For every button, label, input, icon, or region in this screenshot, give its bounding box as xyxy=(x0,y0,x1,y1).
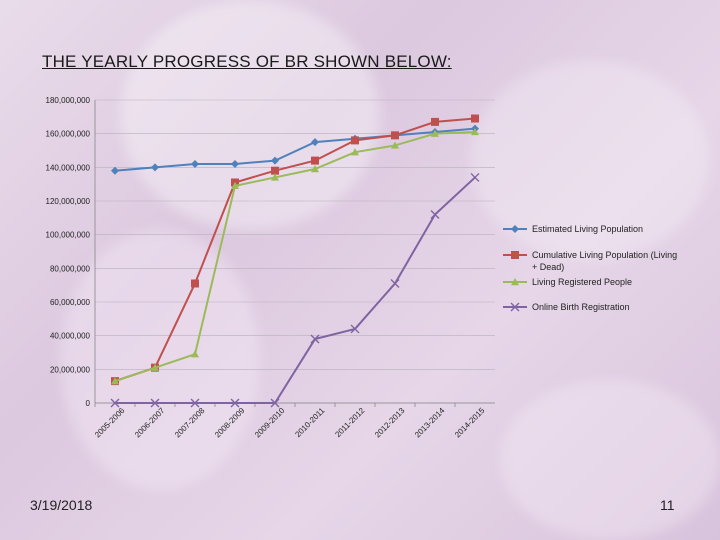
y-tick-label: 180,000,000 xyxy=(46,96,91,105)
x-tick-label: 2009-2010 xyxy=(253,406,287,440)
data-point-x xyxy=(110,398,120,408)
data-point-triangle xyxy=(311,165,319,173)
data-point-square xyxy=(471,114,479,123)
data-point-x xyxy=(510,302,520,312)
y-tick-label: 60,000,000 xyxy=(50,298,91,307)
data-point-diamond xyxy=(151,163,159,172)
slide-title: THE YEARLY PROGRESS OF BR SHOWN BELOW: xyxy=(42,52,452,71)
data-point-x xyxy=(230,398,240,408)
series-line-estimated xyxy=(114,127,476,172)
background-decoration xyxy=(500,380,720,540)
x-tick-label: 2008-2009 xyxy=(213,406,247,440)
data-point-x xyxy=(270,398,280,408)
legend-label: Estimated Living Population xyxy=(532,224,643,234)
data-point-diamond xyxy=(271,156,279,165)
data-point-diamond xyxy=(511,225,519,233)
background-decoration xyxy=(120,0,380,230)
background-decoration xyxy=(470,60,710,260)
y-tick-label: 0 xyxy=(86,399,91,408)
series-line-cumulative xyxy=(114,117,476,383)
page-number: 11 xyxy=(660,497,675,513)
data-point-diamond xyxy=(231,159,239,168)
data-point-x xyxy=(310,334,320,344)
legend-label: Cumulative Living Population (Living xyxy=(532,250,677,260)
x-tick-label: 2012-2013 xyxy=(373,406,407,440)
data-point-square xyxy=(311,156,319,165)
background-decoration xyxy=(60,230,260,490)
data-point-x xyxy=(390,278,400,288)
data-point-triangle xyxy=(191,350,199,358)
x-tick-label: 2011-2012 xyxy=(333,406,366,439)
data-point-square xyxy=(511,251,519,259)
y-tick-label: 40,000,000 xyxy=(50,332,91,341)
y-tick-label: 160,000,000 xyxy=(46,130,91,139)
data-point-square xyxy=(271,166,279,175)
x-tick-label: 2007-2008 xyxy=(173,406,207,440)
data-point-triangle xyxy=(391,141,399,149)
data-point-square xyxy=(351,136,359,145)
data-point-triangle xyxy=(271,173,279,181)
data-point-triangle xyxy=(431,129,439,137)
y-tick-label: 140,000,000 xyxy=(46,163,91,172)
data-point-square xyxy=(191,279,199,288)
x-tick-label: 2005-2006 xyxy=(93,406,127,440)
data-point-diamond xyxy=(311,138,319,147)
data-point-square xyxy=(391,131,399,140)
data-point-triangle xyxy=(511,278,519,286)
y-tick-label: 120,000,000 xyxy=(46,197,91,206)
legend-label: Living Registered People xyxy=(532,277,632,287)
data-point-diamond xyxy=(111,166,119,175)
data-point-x xyxy=(350,324,360,334)
legend-label: Online Birth Registration xyxy=(532,302,630,312)
y-tick-label: 20,000,000 xyxy=(50,365,91,374)
data-point-triangle xyxy=(151,363,159,371)
data-point-triangle xyxy=(351,148,359,156)
data-point-triangle xyxy=(111,377,119,385)
x-tick-label: 2014-2015 xyxy=(453,406,487,440)
data-point-diamond xyxy=(191,159,199,168)
slide-date: 3/19/2018 xyxy=(30,497,93,513)
x-tick-label: 2013-2014 xyxy=(413,406,447,440)
data-point-triangle xyxy=(471,127,479,136)
data-point-x xyxy=(190,398,200,408)
data-point-triangle xyxy=(231,181,239,190)
data-point-x xyxy=(150,398,160,408)
x-tick-label: 2010-2011 xyxy=(293,406,326,439)
data-point-x xyxy=(430,209,440,219)
x-tick-label: 2006-2007 xyxy=(133,406,167,440)
y-tick-label: 100,000,000 xyxy=(46,231,91,240)
series-line-online xyxy=(115,176,476,404)
data-point-x xyxy=(470,172,480,182)
legend-label: + Dead) xyxy=(532,262,564,272)
series-line-registered xyxy=(114,130,476,383)
y-tick-label: 80,000,000 xyxy=(50,264,91,273)
data-point-square xyxy=(431,117,439,126)
